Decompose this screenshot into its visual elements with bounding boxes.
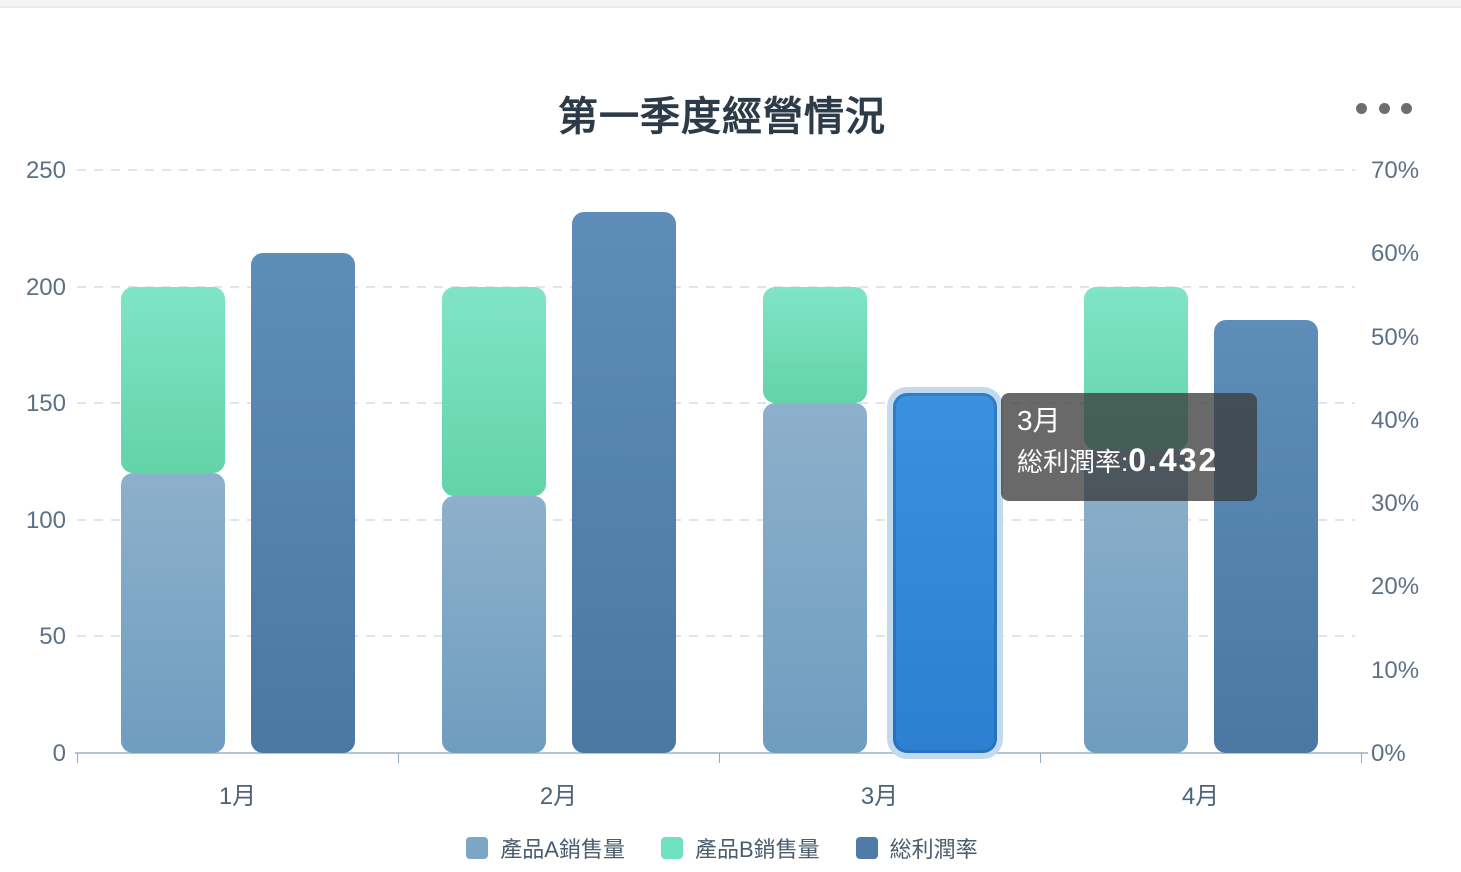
legend-item-product-b[interactable]: 產品B銷售量 <box>660 832 820 864</box>
dot-icon <box>1401 102 1412 114</box>
x-axis-tick <box>719 753 720 763</box>
x-axis-label-3月: 3月 <box>860 783 899 810</box>
y-axis-left-label: 0 <box>52 740 66 767</box>
legend-label-product-a: 產品A銷售量 <box>500 837 625 862</box>
gridline <box>77 518 1355 521</box>
bar-product-b-1月[interactable] <box>120 286 225 474</box>
bar-product-b-2月[interactable] <box>441 286 546 497</box>
x-axis-tick <box>1040 753 1041 763</box>
x-axis-label-2月: 2月 <box>539 783 578 810</box>
bar-profit-rate-1月[interactable] <box>250 253 355 753</box>
x-axis-tick <box>398 753 399 763</box>
ellipsis-menu-icon[interactable] <box>1356 96 1412 120</box>
y-axis-right-label: 60% <box>1371 240 1420 268</box>
y-axis-left-label: 100 <box>25 506 66 534</box>
y-axis-left-label: 50 <box>39 623 66 651</box>
legend-label-product-b: 產品B銷售量 <box>694 837 820 862</box>
bar-product-b-4月[interactable] <box>1083 286 1188 450</box>
legend-item-profit-rate[interactable]: 総利潤率 <box>855 832 978 864</box>
bar-product-a-4月[interactable] <box>1083 449 1188 753</box>
bar-profit-rate-4月[interactable] <box>1213 319 1318 753</box>
bar-product-a-1月[interactable] <box>120 473 225 753</box>
y-axis-right-label: 0% <box>1371 740 1406 767</box>
y-axis-right-label: 50% <box>1371 323 1420 351</box>
y-axis-left-label: 200 <box>25 273 66 301</box>
bar-profit-rate-2月[interactable] <box>571 211 676 753</box>
x-axis-tick <box>1361 753 1362 763</box>
x-axis-label-1月: 1月 <box>218 783 257 810</box>
dot-icon <box>1378 102 1390 114</box>
x-axis-label-4月: 4月 <box>1181 783 1220 810</box>
gridline <box>77 169 1355 171</box>
y-axis-right-label: 40% <box>1371 406 1420 434</box>
legend-swatch-product-a <box>466 837 489 859</box>
dot-icon <box>1356 102 1367 114</box>
y-axis-right-label: 10% <box>1371 656 1420 684</box>
gridline <box>77 285 1355 288</box>
gridline <box>77 402 1355 405</box>
bar-product-b-3月[interactable] <box>762 286 867 404</box>
y-axis-right-label: 30% <box>1371 490 1420 518</box>
y-axis-left-label: 250 <box>25 157 66 184</box>
y-axis-right-label: 20% <box>1371 573 1420 601</box>
gridline <box>77 635 1355 638</box>
x-axis-tick <box>77 753 78 763</box>
bar-product-a-3月[interactable] <box>762 403 867 753</box>
bar-profit-rate-3月[interactable] <box>892 393 997 753</box>
chart-title: 第一季度經營情況 <box>558 95 886 139</box>
legend: 產品A銷售量 產品B銷售量 総利潤率 <box>0 833 1444 863</box>
bar-product-a-2月[interactable] <box>441 496 546 753</box>
legend-swatch-profit-rate <box>855 837 878 859</box>
y-axis-left-label: 150 <box>25 390 66 418</box>
x-axis-line <box>75 752 1368 754</box>
top-strip <box>0 0 1461 8</box>
y-axis-right-label: 70% <box>1371 157 1420 184</box>
legend-label-profit-rate: 総利潤率 <box>889 837 978 862</box>
legend-item-product-a[interactable]: 產品A銷售量 <box>466 832 625 864</box>
legend-swatch-product-b <box>660 837 683 859</box>
